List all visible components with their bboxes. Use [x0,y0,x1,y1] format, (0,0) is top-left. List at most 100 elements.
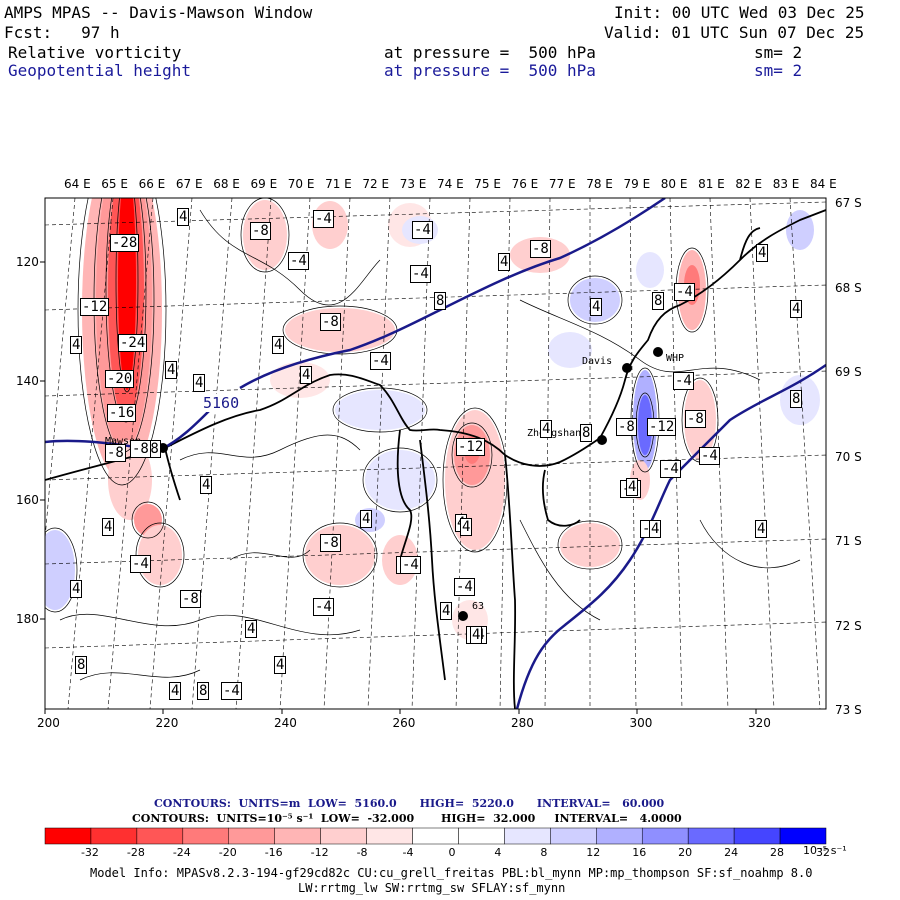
colorbar-tick-label: -4 [402,846,414,859]
lon-label: 80 E [660,177,688,191]
lon-label: 76 E [511,177,539,191]
lon-label: 75 E [474,177,501,191]
lon-label: 82 E [735,177,763,191]
colorbar-segment [228,827,275,845]
colorbar-tick-label: 24 [724,846,739,859]
lon-label: 81 E [698,177,725,191]
vorticity-contour-label: 4 [169,682,182,700]
lat-label: 71 S [835,534,862,548]
vorticity-shading [45,198,820,640]
vorticity-contour-label: -4 [221,682,242,700]
vorticity-contour-label: 4 [790,300,803,318]
vorticity-contour-label: -8 [685,410,706,428]
lon-label: 74 E [437,177,464,191]
colorbar-tick-label: 12 [586,846,601,859]
colorbar-tick-label: -16 [264,846,283,859]
colorbar-tick-label: 0 [448,846,456,859]
axis-ticks [40,261,757,714]
vorticity-contour-label: -4 [454,578,475,596]
vorticity-contour-label: -8 [320,534,341,552]
colorbar-tick-label: 32 [816,846,830,859]
colorbar-segment [641,827,689,845]
colorbar-tick-label: 4 [494,846,502,859]
model-info-line2: LW:rrtmg_lw SW:rrtmg_sw SFLAY:sf_mynn [298,881,566,895]
vorticity-contour-label: -12 [456,438,486,456]
vorticity-contour-label: 4 [649,520,662,538]
vorticity-contour-label: 8 [434,292,447,310]
field2-name: Geopotential height [8,61,192,80]
model-info-line1: Model Info: MPASv8.2.3-194-gf29cd82c CU:… [90,866,813,880]
colorbar-tick-label: -28 [126,846,145,859]
lon-label: 77 E [548,177,576,191]
vorticity-contour-label: -8 [180,590,201,608]
colorbar-tick-label: 8 [540,846,548,859]
contour-info-height: CONTOURS: UNITS=m LOW= 5160.0 HIGH= 5220… [154,797,665,810]
vorticity-contour-label: -4 [673,372,694,390]
vorticity-contour-label: 4 [755,520,768,538]
colorbar-segment [596,827,643,845]
vorticity-contour-label: -8 [320,313,341,331]
vorticity-contour-label: 4 [272,336,285,354]
vorticity-contour-label: -12 [80,298,110,316]
forecast-hour: Fcst: 97 h [4,23,120,42]
lon-label: 69 E [250,177,278,191]
vorticity-contour-label: 4 [70,336,83,354]
height-contour-label: 5160 [203,394,240,412]
colorbar-tick-label: -20 [218,846,237,859]
x-tick-label: 300 [629,716,653,730]
colorbar-segment [687,827,735,845]
lon-label: 65 E [101,177,128,191]
vorticity-contour-label: 8 [580,424,593,442]
vorticity-contour-label: 4 [590,298,603,316]
lon-label: 68 E [213,177,240,191]
vorticity-contour-label: -4 [400,556,421,574]
lon-label: 83 E [772,177,800,191]
station-davis-marker [622,363,632,373]
vorticity-contour-label: 8 [652,292,665,310]
x-tick-label: 220 [155,716,179,730]
vorticity-contour-label: 4 [165,361,178,379]
lon-label: 78 E [586,177,613,191]
x-tick-label: 240 [274,716,297,730]
vorticity-contour-label: 4 [540,420,553,438]
vorticity-contour-label: 8 [197,682,210,700]
station-label: Davis [582,356,613,367]
vorticity-contour-label: 4 [300,366,313,384]
vorticity-contour-label: 8 [790,390,803,408]
vorticity-contour-label: 4 [626,478,639,496]
vorticity-contour-label: -8 [105,444,126,462]
vorticity-contour-label: 4 [498,253,511,271]
colorbar [44,827,827,845]
colorbar-tick-label: 16 [632,846,647,859]
colorbar-segment [366,827,413,845]
vorticity-contour-label: -4 [130,555,151,573]
colorbar-segment [504,827,551,845]
vorticity-contour-label: -8 [616,418,637,436]
colorbar-segment [274,827,321,845]
field2-level: at pressure = 500 hPa [384,61,596,80]
station-whp-marker [653,347,663,357]
colorbar-segment [44,827,92,845]
vorticity-contour-label: -16 [107,404,137,422]
lat-label: 68 S [835,280,862,295]
x-tick-label: 280 [511,716,534,730]
colorbar-segment [90,827,138,845]
vorticity-contour-label: 4 [460,518,473,536]
station-label: Zhongshan [527,428,582,439]
field1-level: at pressure = 500 hPa [384,43,596,62]
station-63-marker [458,611,468,621]
station-label: Mawson [105,436,142,447]
y-tick-label: 140 [16,374,39,388]
vorticity-contour-label: 4 [756,244,769,262]
vorticity-contour-label: -8 [250,222,271,240]
lon-label: 66 E [138,177,166,191]
station-label: WHP [666,353,685,364]
colorbar-segment [550,827,597,845]
vorticity-contour-label: 4 [102,518,115,536]
colorbar-tick-label: 20 [678,846,693,859]
vorticity-contour-label: 4 [470,626,483,644]
vorticity-contour-label: 4 [245,620,258,638]
vorticity-contour-label: 4 [274,656,287,674]
vorticity-contour-label: -4 [674,283,695,301]
colorbar-tick-label: -32 [80,846,99,859]
